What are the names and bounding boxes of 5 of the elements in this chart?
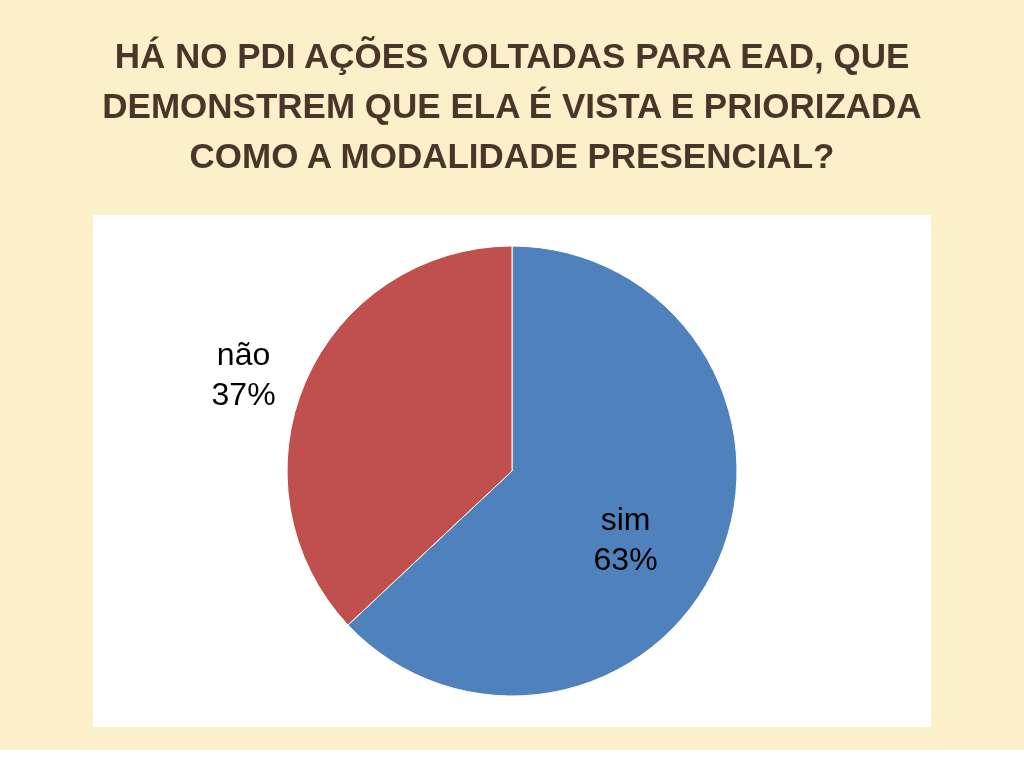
data-label: 63% [593, 541, 658, 578]
data-label: 37% [211, 375, 276, 412]
chart-title: HÁ NO PDI AÇÕES VOLTADAS PARA EAD, QUE DEMONSTREM QUE ELA É VISTA E PRIORIZADA COMO A MODALIDADE PRESENCIAL? [102, 36, 922, 175]
slice-label: não [216, 335, 271, 372]
slice-label: sim [600, 501, 651, 538]
